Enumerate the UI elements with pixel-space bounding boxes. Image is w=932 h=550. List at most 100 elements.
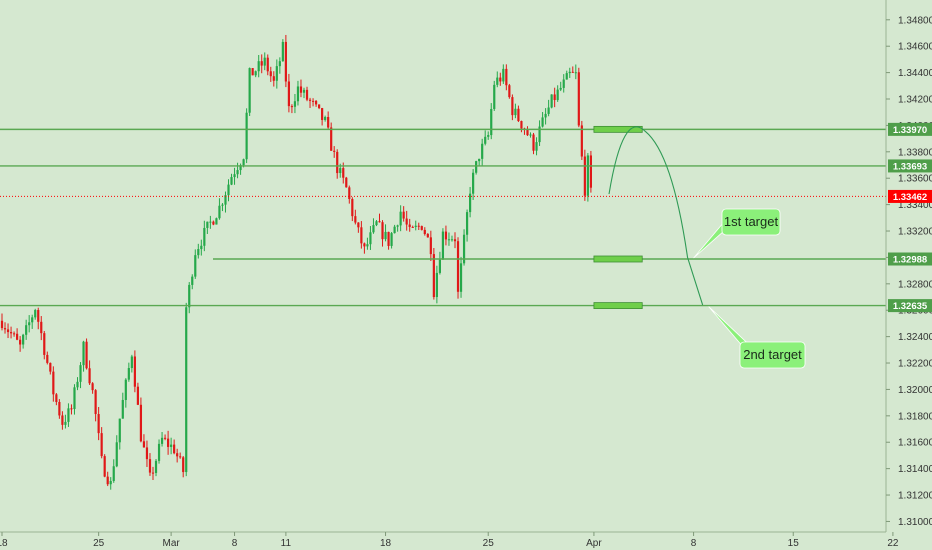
candle-body bbox=[438, 259, 441, 273]
level-tag-bg bbox=[888, 252, 932, 266]
candle-body bbox=[67, 408, 70, 422]
candle-body bbox=[115, 442, 118, 467]
y-tick-label: 1.34200 bbox=[898, 95, 932, 106]
candle-body bbox=[82, 341, 85, 366]
candle-body bbox=[19, 339, 22, 345]
candle-body bbox=[339, 168, 342, 174]
y-tick-label: 1.32800 bbox=[898, 279, 932, 290]
candle-body bbox=[203, 227, 206, 246]
candle-body bbox=[559, 87, 562, 90]
candle-body bbox=[565, 73, 568, 80]
candle-body bbox=[91, 383, 94, 391]
candle-body bbox=[384, 231, 387, 240]
callout-label: 2nd target bbox=[743, 347, 802, 362]
candle-body bbox=[94, 390, 97, 415]
candle-body bbox=[287, 81, 290, 107]
candle-body bbox=[167, 438, 170, 447]
candle-body bbox=[6, 329, 10, 333]
y-tick-label: 1.32200 bbox=[898, 359, 932, 370]
y-tick-label: 1.33200 bbox=[898, 227, 932, 238]
candle-body bbox=[390, 233, 393, 246]
candle-body bbox=[357, 222, 360, 228]
y-tick-label: 1.31600 bbox=[898, 438, 932, 449]
x-tick-label: 8 bbox=[232, 538, 238, 549]
candle-body bbox=[142, 441, 146, 448]
candle-body bbox=[251, 68, 254, 76]
candle-body bbox=[381, 222, 384, 240]
candle-body bbox=[547, 107, 550, 114]
candle-body bbox=[330, 127, 333, 151]
target-zone bbox=[593, 302, 643, 310]
callout-box bbox=[721, 208, 781, 236]
level-tag: 1.32635 bbox=[893, 301, 928, 312]
level-tag-bg bbox=[888, 122, 932, 136]
candle-body bbox=[378, 221, 381, 223]
candle-body bbox=[188, 284, 191, 308]
x-tick-label: 11 bbox=[281, 538, 292, 549]
candle-body bbox=[393, 226, 396, 234]
candle-body bbox=[209, 221, 212, 223]
candle-body bbox=[472, 172, 475, 194]
candle-body bbox=[197, 249, 200, 256]
y-tick-label: 1.33400 bbox=[898, 200, 932, 211]
candle-body bbox=[496, 77, 499, 85]
candle-body bbox=[148, 459, 152, 473]
target-zone bbox=[593, 255, 643, 263]
candle-body bbox=[387, 231, 390, 246]
candle-body bbox=[405, 218, 408, 225]
candle-body bbox=[505, 68, 508, 86]
candle-body bbox=[58, 401, 61, 416]
candle-body bbox=[360, 227, 363, 244]
candle-body bbox=[136, 386, 139, 405]
candle-body bbox=[239, 165, 242, 171]
candle-body bbox=[266, 57, 269, 72]
candle-body bbox=[34, 310, 37, 318]
candle-body bbox=[562, 79, 565, 88]
candle-body bbox=[469, 193, 472, 213]
candle-body bbox=[245, 112, 248, 160]
candle-body bbox=[336, 151, 339, 174]
candle-body bbox=[399, 211, 402, 226]
candle-body bbox=[426, 234, 429, 238]
candle-body bbox=[447, 239, 451, 241]
candle-body bbox=[3, 328, 7, 330]
x-tick-label: 18 bbox=[0, 538, 8, 549]
candle-body bbox=[0, 320, 4, 329]
level-tag: 1.33693 bbox=[893, 161, 927, 172]
candle-body bbox=[151, 472, 155, 474]
candle-body bbox=[305, 89, 309, 100]
candle-body bbox=[568, 71, 571, 74]
candle-body bbox=[281, 41, 284, 62]
y-tick-label: 1.31000 bbox=[898, 517, 932, 528]
y-tick-label: 1.31400 bbox=[898, 464, 932, 475]
candle-body bbox=[465, 212, 469, 235]
candle-body bbox=[139, 404, 143, 442]
time-axis[interactable]: 18 25 Mar 8 11 18 25 Apr 8 15 22 bbox=[0, 532, 899, 549]
candle-body bbox=[333, 150, 336, 152]
candle-body bbox=[97, 414, 100, 434]
candle-body bbox=[487, 135, 490, 137]
candle-body bbox=[100, 433, 103, 457]
candle-body bbox=[112, 466, 115, 481]
candle-body bbox=[73, 387, 76, 409]
candle-body bbox=[9, 332, 13, 334]
candle-body bbox=[191, 276, 194, 285]
candle-body bbox=[450, 239, 454, 241]
candle-body bbox=[145, 447, 149, 460]
candle-body bbox=[345, 177, 348, 188]
candle-body bbox=[103, 456, 106, 477]
candle-body bbox=[40, 321, 43, 334]
candle-body bbox=[324, 116, 327, 120]
candle-body bbox=[118, 418, 121, 443]
candle-body bbox=[553, 94, 556, 101]
candle-body bbox=[194, 255, 197, 277]
candle-body bbox=[372, 225, 375, 233]
candle-body bbox=[571, 71, 574, 73]
candle-body bbox=[502, 68, 505, 82]
candle-body bbox=[55, 394, 58, 402]
candle-body bbox=[154, 460, 158, 473]
candle-body bbox=[233, 174, 236, 178]
candle-body bbox=[218, 205, 221, 219]
